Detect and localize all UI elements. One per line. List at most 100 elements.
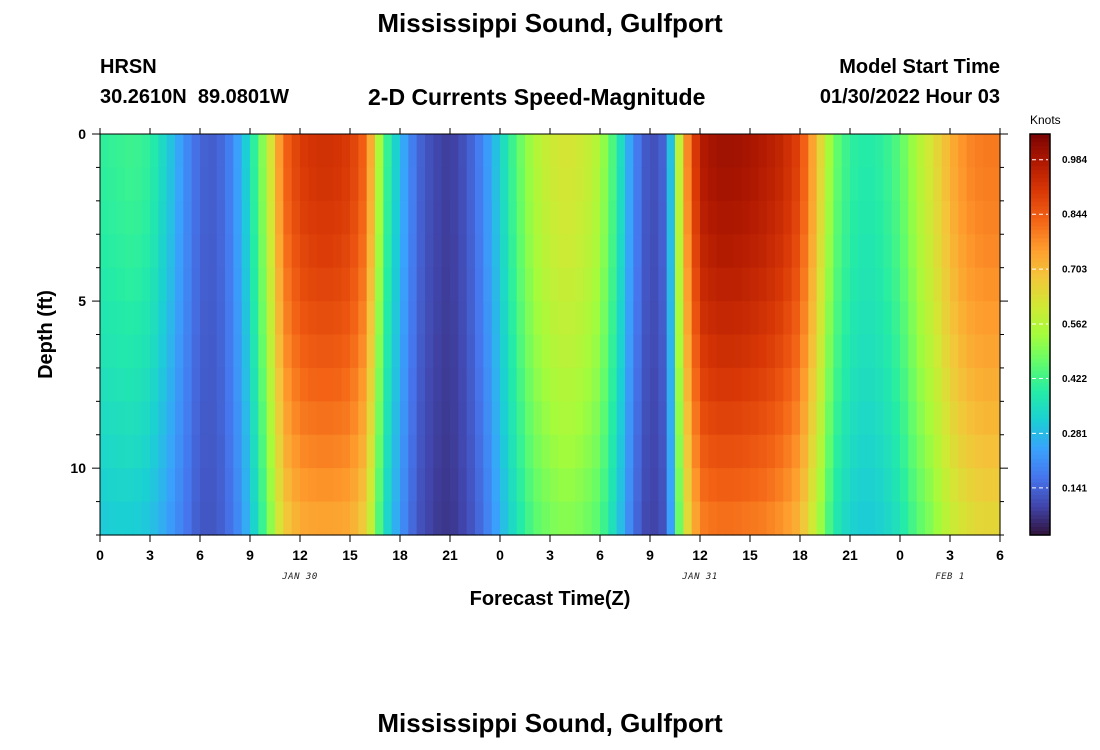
- chart-subtitle: 2-D Currents Speed-Magnitude: [368, 84, 706, 110]
- heatmap-cell: [350, 267, 359, 302]
- heatmap-cell: [375, 134, 384, 169]
- heatmap-cell: [816, 367, 826, 402]
- heatmap-cell: [400, 134, 409, 169]
- heatmap-cell: [116, 401, 126, 436]
- heatmap-cell: [700, 267, 709, 302]
- heatmap-cell: [575, 367, 584, 402]
- heatmap-cell: [991, 167, 1001, 202]
- heatmap-cell: [808, 501, 818, 536]
- heatmap-cell: [125, 301, 134, 336]
- heatmap-cell: [750, 468, 759, 503]
- heatmap-cell: [741, 134, 751, 169]
- heatmap-cell: [533, 301, 543, 336]
- heatmap-cell: [583, 301, 593, 336]
- colorbar-segment: [1030, 238, 1050, 243]
- heatmap-cell: [666, 434, 676, 469]
- heatmap-cell: [883, 234, 893, 269]
- heatmap-cell: [358, 301, 368, 336]
- heatmap-cell: [600, 267, 609, 302]
- heatmap-cell: [725, 367, 734, 402]
- heatmap-cell: [316, 468, 326, 503]
- heatmap-cell: [300, 267, 309, 302]
- heatmap-cell: [833, 334, 843, 369]
- heatmap-cell: [891, 301, 901, 336]
- heatmap-cell: [991, 267, 1001, 302]
- heatmap-cell: [608, 234, 618, 269]
- heatmap-cell: [725, 267, 734, 302]
- heatmap-cell: [575, 267, 584, 302]
- heatmap-cell: [966, 234, 976, 269]
- heatmap-cell: [675, 468, 684, 503]
- heatmap-cell: [458, 501, 468, 536]
- heatmap-cell: [266, 501, 276, 536]
- station-coordinates: 30.2610N 89.0801W: [100, 86, 290, 108]
- heatmap-cell: [658, 134, 668, 169]
- heatmap-cell: [200, 401, 209, 436]
- heatmap-cell: [925, 501, 934, 536]
- heatmap-cell: [316, 267, 326, 302]
- heatmap-cell: [325, 234, 334, 269]
- heatmap-cell: [816, 501, 826, 536]
- heatmap-cell: [800, 367, 809, 402]
- heatmap-cell: [200, 134, 209, 169]
- heatmap-cell: [308, 234, 318, 269]
- heatmap-cell: [250, 134, 259, 169]
- heatmap-cell: [216, 334, 226, 369]
- heatmap-cell: [400, 167, 409, 202]
- heatmap-cell: [166, 367, 176, 402]
- colorbar-segment: [1030, 170, 1050, 175]
- colorbar-segment: [1030, 330, 1050, 336]
- heatmap-cell: [433, 267, 443, 302]
- heatmap-cell: [100, 200, 109, 235]
- heatmap-cell: [858, 234, 868, 269]
- heatmap-cell: [475, 267, 484, 302]
- heatmap-cell: [525, 334, 534, 369]
- colorbar: 0.141 0.281 0.422 0.562 0.703 0.844 0.984: [1029, 133, 1087, 536]
- heatmap-cell: [833, 301, 843, 336]
- heatmap-cell: [658, 334, 668, 369]
- heatmap-cell: [508, 234, 518, 269]
- heatmap-cell: [850, 167, 859, 202]
- heatmap-cell: [650, 200, 659, 235]
- heatmap-cell: [783, 301, 793, 336]
- heatmap-cell: [966, 301, 976, 336]
- heatmap-cell: [366, 134, 376, 169]
- colorbar-frame: [1029, 133, 1051, 536]
- colorbar-segment: [1030, 202, 1050, 207]
- heatmap-cell: [858, 401, 868, 436]
- heatmap-cell: [583, 501, 593, 536]
- heatmap-cell: [608, 367, 618, 402]
- heatmap-cell: [425, 200, 434, 235]
- heatmap-cell: [925, 234, 934, 269]
- heatmap-cell: [558, 468, 568, 503]
- heatmap-cell: [425, 334, 434, 369]
- heatmap-cell: [291, 301, 301, 336]
- heatmap-cell: [575, 200, 584, 235]
- heatmap-cell: [500, 267, 509, 302]
- heatmap-cell: [950, 401, 959, 436]
- heatmap-cell: [858, 200, 868, 235]
- heatmap-cell: [150, 200, 159, 235]
- heatmap-cell: [891, 134, 901, 169]
- heatmap-cell: [341, 334, 351, 369]
- heatmap-cell: [650, 234, 659, 269]
- heatmap-cell: [616, 401, 626, 436]
- heatmap-cell: [925, 167, 934, 202]
- heatmap-cell: [791, 501, 801, 536]
- heatmap-cell: [625, 434, 634, 469]
- heatmap-cell: [833, 234, 843, 269]
- heatmap-cell: [441, 367, 451, 402]
- heatmap-cell: [108, 301, 118, 336]
- heatmap-cell: [341, 501, 351, 536]
- heatmap-cell: [891, 401, 901, 436]
- heatmap-cell: [658, 301, 668, 336]
- heatmap-cell: [108, 167, 118, 202]
- heatmap-cell: [175, 367, 184, 402]
- x-tick-label: 6: [996, 547, 1004, 563]
- heatmap-cell: [858, 501, 868, 536]
- colorbar-segment: [1030, 478, 1050, 484]
- heatmap-cell: [383, 200, 393, 235]
- heatmap-cell: [833, 401, 843, 436]
- heatmap-cell: [583, 367, 593, 402]
- heatmap-cell: [258, 434, 268, 469]
